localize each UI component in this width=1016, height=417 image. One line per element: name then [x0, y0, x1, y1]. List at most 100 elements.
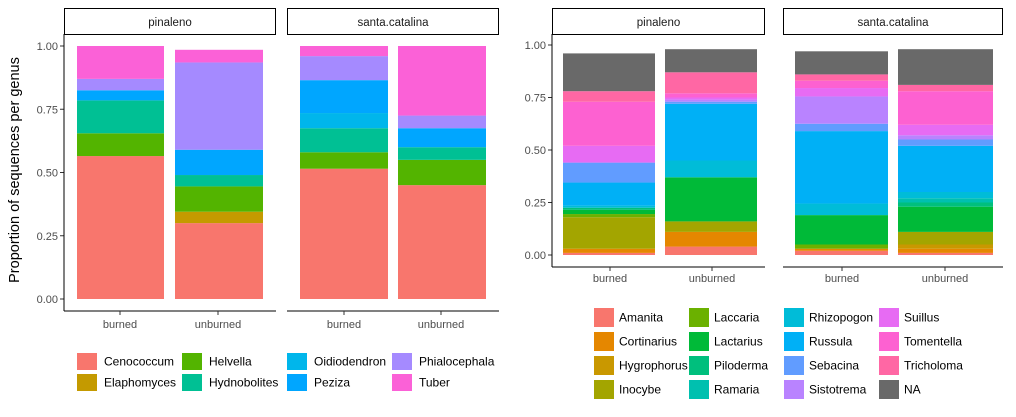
bar-segment-sebacina [563, 162, 655, 183]
y-tick-label: 1.00 [525, 40, 546, 52]
legend-label: Inocybe [619, 383, 661, 397]
legend-item-sebacina: Sebacina [784, 356, 859, 375]
legend-label: Cortinarius [619, 335, 677, 349]
x-tick-label-unburned: unburned [195, 319, 242, 331]
bar-segment-oidiodendron [300, 113, 388, 129]
legend-swatch [77, 374, 97, 391]
bar-segment-amanita [665, 246, 757, 255]
legend-label: Tomentella [904, 335, 962, 349]
bar-segment-suillus [898, 124, 993, 136]
legend-2: Amanita Cortinarius Hygrophorus Inocybe Lacc… [594, 308, 963, 399]
bar-segment-phialocephala [300, 56, 388, 81]
bar-segment-tuber [398, 46, 486, 116]
facet-label-pinaleno: pinaleno [148, 17, 191, 29]
legend-item-elaphomyces: Elaphomyces [77, 374, 176, 391]
legend-label: Phialocephala [419, 355, 495, 369]
legend-label: Helvella [209, 355, 252, 369]
legend-item-russula: Russula [784, 332, 853, 351]
legend-item-inocybe: Inocybe [594, 380, 661, 399]
bar-segment-hydnobolites [175, 175, 263, 187]
y-tick-label: 0.00 [37, 294, 58, 306]
bar-segment-sistotrema [795, 96, 888, 124]
legend-item-laccaria: Laccaria [689, 308, 760, 327]
legend-label: Suillus [904, 311, 939, 325]
legend-swatch [392, 353, 412, 370]
legend-item-cortinarius: Cortinarius [594, 332, 677, 351]
legend-label: Amanita [619, 311, 663, 325]
panel-pinaleno: pinaleno burned unburned [552, 8, 765, 285]
bar-segment-tuber [77, 46, 164, 79]
legend-swatch [594, 380, 614, 399]
legend-label: NA [904, 383, 921, 397]
bar-segment-russula [563, 182, 655, 206]
legend-label: Peziza [314, 376, 350, 390]
facet-label-santa-catalina: santa.catalina [358, 17, 430, 29]
y-tick-label: 0.00 [525, 250, 546, 262]
y-tick-label: 0.75 [525, 93, 546, 105]
bar-segment-na [795, 51, 888, 75]
legend-label: Sistotrema [809, 383, 867, 397]
legend-item-helvella: Helvella [182, 353, 252, 370]
bar-segment-rhizopogon [898, 192, 993, 199]
bar-segment-tomentella [795, 80, 888, 89]
legend-item-lactarius: Lactarius [689, 332, 763, 351]
legend-label: Rhizopogon [809, 311, 873, 325]
legend-swatch [784, 308, 804, 327]
bar-segment-tomentella [898, 91, 993, 125]
bar-segment-peziza [300, 80, 388, 114]
legend-label: Elaphomyces [104, 376, 176, 390]
y-tick-label: 0.25 [37, 231, 58, 243]
legend-swatch [182, 353, 202, 370]
bar-segment-amanita [563, 252, 655, 255]
legend-swatch [784, 332, 804, 351]
legend-swatch [182, 374, 202, 391]
bar-segment-phialocephala [77, 78, 164, 91]
bar-segment-rhizopogon [665, 160, 757, 178]
legend-label: Laccaria [714, 311, 760, 325]
y-tick-label: 0.25 [525, 198, 546, 210]
legend-swatch [879, 332, 899, 351]
legend-label: Cenococcum [104, 355, 174, 369]
legend-item-cenococcum: Cenococcum [77, 353, 174, 370]
panel-pinaleno: pinaleno burned unburned [64, 8, 276, 331]
legend-label: Ramaria [714, 383, 760, 397]
facet-strip [552, 8, 765, 35]
bar-segment-tricholoma [898, 84, 993, 92]
bar-segment-piloderma [563, 207, 655, 210]
facet-strip [287, 8, 499, 35]
legend-swatch [77, 353, 97, 370]
bar-segment-sebacina [898, 139, 993, 146]
legend-label: Hygrophorus [619, 359, 688, 373]
legend-1: Cenococcum Elaphomyces Helvella Hydnobolite… [77, 353, 495, 391]
legend-item-piloderma: Piloderma [689, 356, 768, 375]
x-tick-label-unburned: unburned [689, 273, 736, 285]
bar-segment-cortinarius [795, 248, 888, 251]
legend-swatch [392, 374, 412, 391]
legend-item-sistotrema: Sistotrema [784, 380, 867, 399]
legend-label: Lactarius [714, 335, 763, 349]
bar-segment-piloderma [898, 202, 993, 207]
bar-segment-helvella [77, 133, 164, 157]
bar-segment-helvella [175, 186, 263, 212]
x-tick-label-unburned: unburned [418, 319, 465, 331]
x-tick-label-burned: burned [103, 319, 137, 331]
legend-swatch [689, 356, 709, 375]
bar-segment-sistotrema [898, 135, 993, 140]
facet-strip [783, 8, 1003, 35]
bar-segment-cenococcum [398, 185, 486, 299]
bar-segment-amanita [898, 252, 993, 255]
legend-swatch [594, 332, 614, 351]
facet-strip [64, 8, 276, 35]
bar-segment-na [563, 53, 655, 92]
legend-swatch [287, 374, 307, 391]
y-tick-label: 0.75 [37, 104, 58, 116]
bar-segment-peziza [77, 90, 164, 101]
bar-segment-sebacina [665, 101, 757, 104]
legend-item-phialocephala: Phialocephala [392, 353, 495, 370]
bar-segment-lactarius [563, 209, 655, 215]
legend-item-hygrophorus: Hygrophorus [594, 356, 688, 375]
legend-item-rhizopogon: Rhizopogon [784, 308, 873, 327]
panel-santa-catalina: santa.catalina burned unburned [287, 8, 499, 331]
